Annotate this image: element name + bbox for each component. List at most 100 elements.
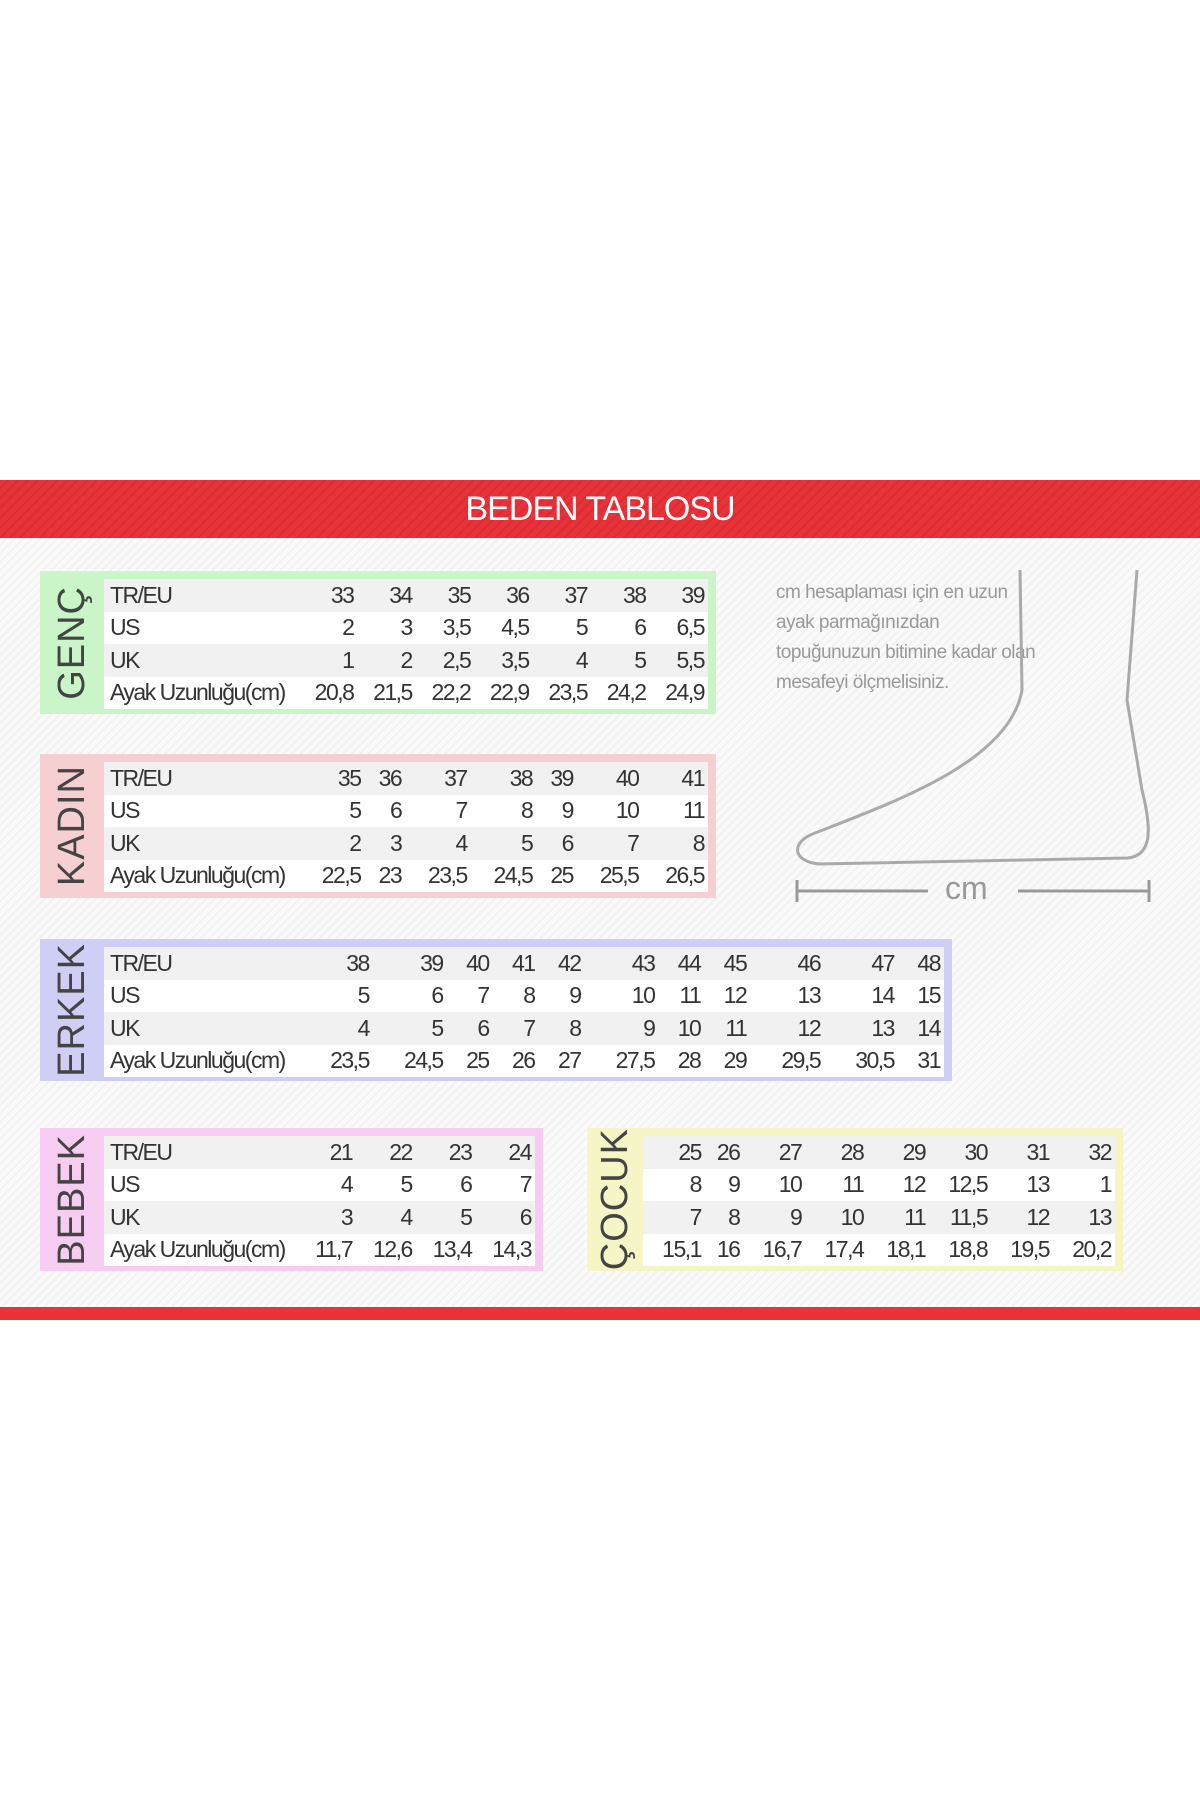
table-cell: 35	[415, 579, 475, 612]
table-cell: 5	[470, 827, 537, 860]
table-cell: 6	[446, 1012, 493, 1045]
table-cell: 32	[1053, 1136, 1115, 1169]
table-cell: 6	[415, 1168, 476, 1201]
table-cell: 20,2	[1053, 1233, 1115, 1266]
table-cell: 19,5	[991, 1233, 1054, 1266]
table-cell: 10	[584, 979, 659, 1012]
table-cell: 2	[299, 611, 358, 644]
table-row: Ayak Uzunluğu(cm) 11,7 12,6 13,4 14,3	[104, 1233, 535, 1266]
row-label: TR/EU	[104, 947, 299, 980]
table-cell: 12	[991, 1201, 1054, 1234]
row-label: TR/EU	[104, 1136, 299, 1169]
table-row: 15,1 16 16,7 17,4 18,1 18,8 19,5 20,2	[643, 1233, 1115, 1266]
table-cell: 23,5	[299, 1044, 373, 1077]
table-cell: 5	[372, 1012, 447, 1045]
table-cell: 8	[492, 979, 539, 1012]
table-cell: 25	[536, 859, 577, 892]
category-label: BEBEK	[40, 1134, 104, 1266]
row-label: US	[104, 611, 299, 644]
table-cell: 23,5	[405, 859, 471, 892]
table-cell: 22,5	[299, 859, 365, 892]
table-cell: 6	[536, 827, 577, 860]
table-cell: 40	[446, 947, 493, 980]
table-cell: 9	[538, 979, 585, 1012]
table-row: 8 9 10 11 12 12,5 13 1	[643, 1168, 1115, 1201]
table-cell: 9	[743, 1201, 806, 1234]
table-cell: 36	[474, 579, 533, 612]
table-cell: 23,5	[532, 676, 592, 709]
table-cell: 25,5	[576, 859, 643, 892]
table-cell: 35	[299, 762, 365, 795]
table-cell: 24,5	[470, 859, 537, 892]
table-cell: 13	[1053, 1201, 1115, 1234]
table-cell: 10	[658, 1012, 705, 1045]
table-cell: 13	[824, 1012, 898, 1045]
table-cell: 8	[538, 1012, 585, 1045]
table-cell: 18,1	[867, 1233, 930, 1266]
table-cell: 41	[642, 762, 708, 795]
table-cell: 7	[643, 1201, 705, 1234]
table-cell: 20,8	[299, 676, 358, 709]
table-cell: 24,2	[591, 676, 650, 709]
table-cell: 38	[470, 762, 537, 795]
measure-note: cm hesaplaması için en uzun ayak parmağı…	[776, 582, 1036, 693]
size-table-kadin: KADIN TR/EU 35 36 37 38 39 40 41 US 5 6 7 8 9 10 11 UK 2 3 4…	[40, 754, 716, 898]
foot-outline-icon	[795, 569, 1151, 902]
table-cell: 12	[704, 979, 751, 1012]
table-cell: 17,4	[805, 1233, 868, 1266]
table-cell: 3,5	[474, 644, 533, 677]
table-cell: 10	[805, 1201, 868, 1234]
table-row: US 4 5 6 7	[104, 1168, 535, 1201]
table-cell: 15	[897, 979, 944, 1012]
table-row: UK 3 4 5 6	[104, 1201, 535, 1234]
table-cell: 24,5	[372, 1044, 447, 1077]
table-cell: 25	[446, 1044, 493, 1077]
table-cell: 12,5	[929, 1168, 992, 1201]
table-cell: 7	[405, 794, 471, 827]
table-cell: 5	[591, 644, 650, 677]
table-cell: 11	[867, 1201, 930, 1234]
table-cell: 27	[743, 1136, 806, 1169]
table-row: UK 4 5 6 7 8 9 10 11 12 13 14	[104, 1012, 944, 1045]
table-cell: 37	[405, 762, 471, 795]
table-cell: 14	[824, 979, 898, 1012]
table-cell: 4	[532, 644, 592, 677]
table-cell: 6	[591, 611, 650, 644]
table-cell: 26,5	[642, 859, 708, 892]
category-label-text: ÇOCUK	[593, 1128, 636, 1271]
table-cell: 18,8	[929, 1233, 992, 1266]
table-cell: 48	[897, 947, 944, 980]
table-cell: 30,5	[824, 1044, 898, 1077]
size-table: 25 26 27 28 29 30 31 32 8 9 10 11 12 12,5 13 1 7 8 9 10 11 11…	[643, 1136, 1115, 1266]
table-cell: 14,3	[475, 1233, 535, 1266]
table-cell: 26	[492, 1044, 539, 1077]
table-cell: 42	[538, 947, 585, 980]
table-cell: 5	[532, 611, 592, 644]
table-cell: 11	[642, 794, 708, 827]
table-cell: 9	[584, 1012, 659, 1045]
table-cell: 6	[372, 979, 447, 1012]
table-cell: 3	[364, 827, 406, 860]
table-cell: 22	[356, 1136, 416, 1169]
table-cell: 21	[299, 1136, 357, 1169]
table-cell: 2,5	[415, 644, 475, 677]
table-cell: 8	[643, 1168, 705, 1201]
table-cell: 21,5	[357, 676, 416, 709]
table-cell: 13	[750, 979, 825, 1012]
table-row: 25 26 27 28 29 30 31 32	[643, 1136, 1115, 1169]
table-cell: 44	[658, 947, 705, 980]
table-cell: 9	[536, 794, 577, 827]
row-label: UK	[104, 827, 299, 860]
table-cell: 5,5	[649, 644, 708, 677]
size-table: TR/EU 21 22 23 24 US 4 5 6 7 UK 3 4 5 6 Ayak Uzunluğu(c…	[104, 1136, 535, 1266]
table-cell: 8	[642, 827, 708, 860]
row-label: UK	[104, 1012, 299, 1045]
table-cell: 4,5	[474, 611, 533, 644]
table-cell: 34	[357, 579, 416, 612]
size-table-bebek: BEBEK TR/EU 21 22 23 24 US 4 5 6 7 UK 3 4 5 6 Ayak Uzunl…	[40, 1128, 543, 1271]
table-cell: 28	[805, 1136, 868, 1169]
table-cell: 3,5	[415, 611, 475, 644]
table-cell: 15,1	[643, 1233, 705, 1266]
row-label: Ayak Uzunluğu(cm)	[104, 676, 299, 709]
table-cell: 29	[704, 1044, 751, 1077]
